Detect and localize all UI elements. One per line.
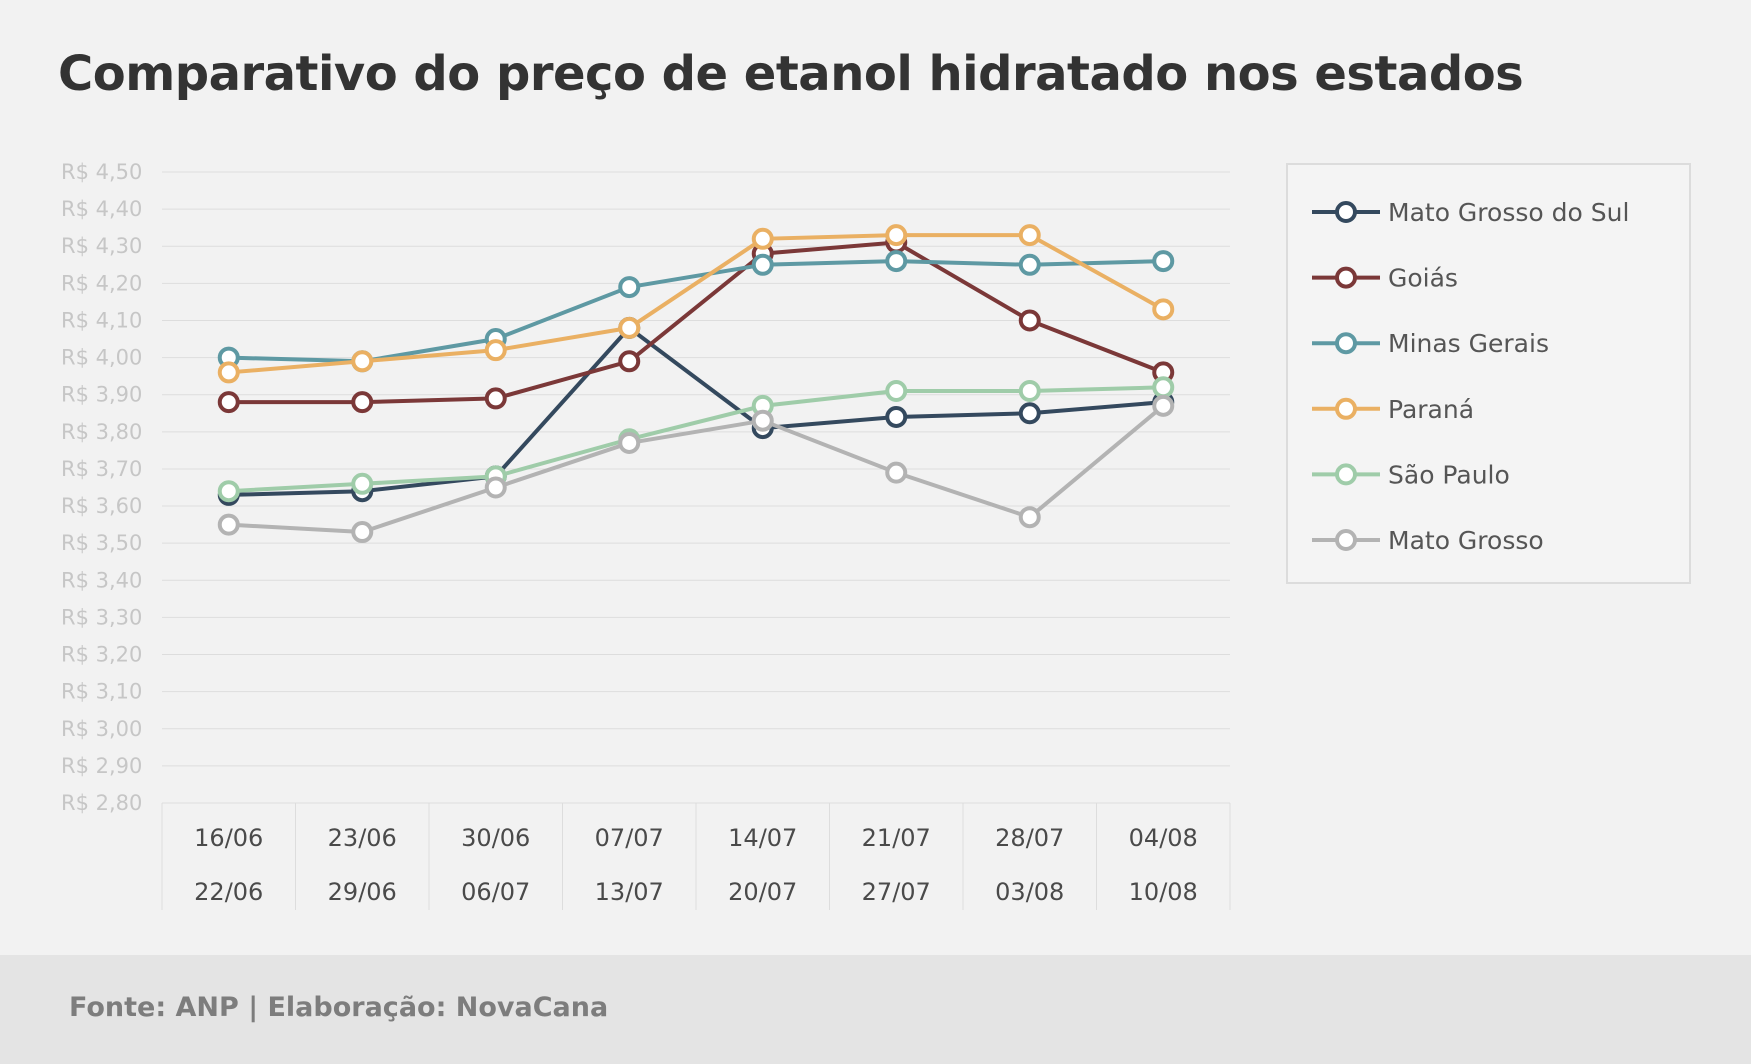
- x-tick-label-end: 03/08: [995, 878, 1064, 906]
- x-tick-label-start: 23/06: [328, 824, 397, 852]
- x-tick-label-start: 16/06: [194, 824, 263, 852]
- data-point: [484, 476, 507, 499]
- footer: Fonte: ANP | Elaboração: NovaCana: [0, 955, 1751, 1064]
- x-tick-label-end: 27/07: [862, 878, 931, 906]
- data-point: [1018, 309, 1041, 332]
- data-point: [351, 521, 374, 544]
- x-tick-label-end: 13/07: [595, 878, 664, 906]
- x-tick-label-end: 20/07: [728, 878, 797, 906]
- data-point: [217, 391, 240, 414]
- x-tick-label-start: 04/08: [1129, 824, 1198, 852]
- data-point: [751, 409, 774, 432]
- legend-label: Mato Grosso: [1388, 526, 1544, 555]
- x-tick-label-start: 28/07: [995, 824, 1064, 852]
- legend-marker: [1335, 201, 1357, 223]
- data-point: [618, 350, 641, 373]
- legend: Mato Grosso do Sul Goiás Minas Gerais Paran…: [1286, 163, 1691, 584]
- legend-label: Goiás: [1388, 264, 1458, 293]
- legend-label: Mato Grosso do Sul: [1388, 198, 1629, 227]
- legend-label: Minas Gerais: [1388, 329, 1549, 358]
- x-tick-label-end: 22/06: [194, 878, 263, 906]
- y-tick-label: R$ 2,80: [61, 791, 142, 815]
- x-tick-label-start: 21/07: [862, 824, 931, 852]
- legend-marker: [1335, 529, 1357, 551]
- y-tick-label: R$ 4,00: [61, 346, 142, 370]
- data-point: [885, 224, 908, 247]
- data-point: [751, 227, 774, 250]
- data-point: [618, 276, 641, 299]
- data-point: [885, 379, 908, 402]
- data-point: [217, 361, 240, 384]
- y-tick-label: R$ 3,70: [61, 457, 142, 481]
- y-tick-label: R$ 3,50: [61, 531, 142, 555]
- x-tick-label-start: 07/07: [595, 824, 664, 852]
- data-point: [484, 339, 507, 362]
- y-tick-label: R$ 4,40: [61, 197, 142, 221]
- data-point: [1018, 506, 1041, 529]
- data-point: [351, 472, 374, 495]
- legend-box: [1286, 163, 1691, 584]
- series-line: [228, 385, 1164, 494]
- legend-label: Paraná: [1388, 395, 1474, 424]
- data-point: [1152, 298, 1175, 321]
- y-tick-label: R$ 2,90: [61, 754, 142, 778]
- x-tick-label-start: 14/07: [728, 824, 797, 852]
- series-group: [217, 224, 1175, 544]
- data-point: [885, 461, 908, 484]
- y-tick-label: R$ 3,30: [61, 605, 142, 629]
- data-point: [885, 250, 908, 273]
- series-line: [228, 259, 1164, 364]
- y-tick-label: R$ 3,60: [61, 494, 142, 518]
- y-tick-label: R$ 4,30: [61, 234, 142, 258]
- legend-marker: [1335, 266, 1357, 289]
- y-tick-label: R$ 3,10: [61, 680, 142, 704]
- data-point: [885, 405, 908, 428]
- y-tick-label: R$ 4,50: [61, 160, 142, 184]
- y-tick-label: R$ 4,10: [61, 308, 142, 332]
- y-tick-label: R$ 3,80: [61, 420, 142, 444]
- y-axis: R$ 4,50 R$ 4,40 R$ 4,30 R$ 4,20 R$ 4,10 R$ 4,…: [61, 160, 142, 815]
- data-point: [1018, 379, 1041, 402]
- grid-lines: [162, 171, 1230, 767]
- data-point: [217, 513, 240, 536]
- data-point: [1018, 402, 1041, 425]
- series-parana: [217, 224, 1175, 384]
- data-point: [1018, 253, 1041, 276]
- legend-marker: [1335, 332, 1357, 355]
- data-point: [751, 253, 774, 276]
- y-tick-label: R$ 3,20: [61, 643, 142, 667]
- data-point: [351, 391, 374, 414]
- data-point: [217, 480, 240, 503]
- data-point: [484, 387, 507, 410]
- series-line: [228, 240, 1164, 405]
- data-point: [351, 350, 374, 373]
- legend-label: São Paulo: [1388, 460, 1510, 489]
- series-sao-paulo: [217, 376, 1175, 503]
- series-line: [228, 325, 1164, 497]
- y-tick-label: R$ 3,40: [61, 568, 142, 592]
- data-point: [1152, 394, 1175, 417]
- x-tick-label-end: 29/06: [328, 878, 397, 906]
- chart-title: Comparativo do preço de etanol hidratado…: [58, 46, 1524, 102]
- series-line: [228, 404, 1165, 535]
- x-tick-label-start: 30/06: [461, 824, 530, 852]
- series-goias: [217, 231, 1175, 414]
- data-point: [618, 316, 641, 339]
- y-tick-label: R$ 3,00: [61, 717, 142, 741]
- legend-marker: [1335, 463, 1357, 486]
- x-axis: 16/06 22/06 23/06 29/06 30/06 06/07 07/07 13/07…: [161, 802, 1231, 910]
- series-mato-grosso: [217, 394, 1175, 544]
- y-tick-label: R$ 4,20: [61, 271, 142, 295]
- data-point: [1018, 224, 1041, 247]
- legend-marker: [1335, 397, 1357, 420]
- source-text: Fonte: ANP | Elaboração: NovaCana: [69, 992, 609, 1023]
- y-tick-label: R$ 3,90: [61, 383, 142, 407]
- data-point: [618, 431, 641, 454]
- series-line: [228, 233, 1165, 375]
- x-tick-label-end: 10/08: [1129, 878, 1198, 906]
- data-point: [1152, 250, 1175, 273]
- data-point: [1152, 376, 1175, 399]
- x-tick-label-end: 06/07: [461, 878, 530, 906]
